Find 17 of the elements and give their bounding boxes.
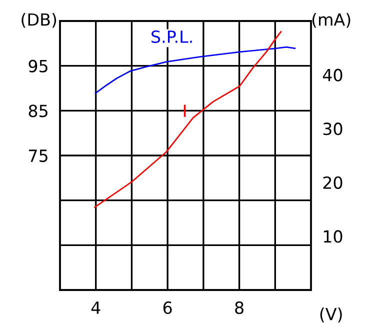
y-tick-label: 85 (28, 104, 48, 118)
x-tick-label: 6 (163, 301, 172, 314)
line-series (94, 31, 282, 208)
x-tick-label: 8 (235, 301, 244, 314)
y2-tick-label: 30 (323, 122, 342, 136)
series-label: S.P.L. (152, 30, 192, 44)
y2-tick-label: 20 (323, 176, 342, 189)
y-axis-title: (DB) (22, 12, 56, 28)
x-axis-title: (V) (320, 308, 342, 322)
y-tick-label: 75 (29, 150, 48, 162)
y2-tick-label: 40 (322, 68, 342, 82)
line-series (94, 46, 296, 94)
x-tick-label: 4 (91, 302, 100, 314)
y2-tick-label: 10 (324, 230, 342, 243)
y2-axis-title: (mA) (312, 12, 350, 28)
series-label: I (184, 104, 186, 117)
y-tick-label: 95 (28, 60, 48, 72)
